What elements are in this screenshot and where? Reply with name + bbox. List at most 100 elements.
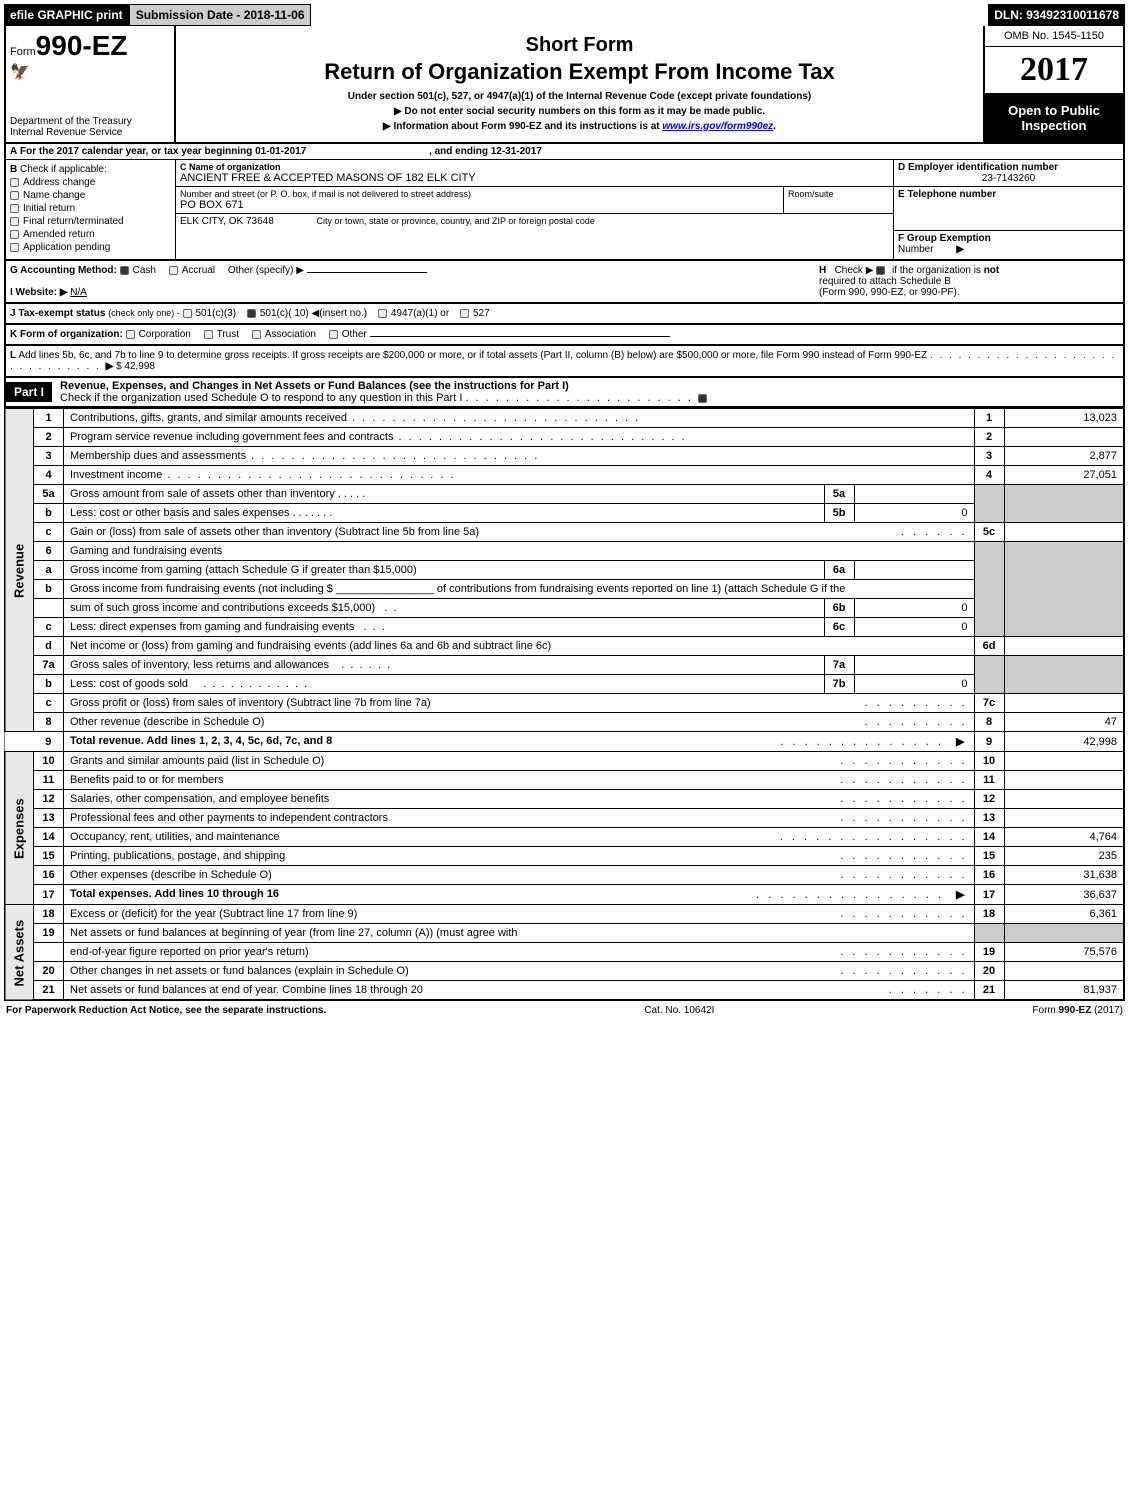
chk-schedule-o-part1[interactable] (698, 394, 707, 403)
f-label: F Group Exemption (898, 233, 991, 244)
open-public-l1: Open to Public (987, 103, 1121, 118)
g-cash: Cash (133, 265, 156, 276)
h-text2: required to attach Schedule B (819, 276, 951, 287)
chk-h[interactable] (876, 266, 885, 275)
h-text1: if the organization is (892, 265, 981, 276)
part-check-text: Check if the organization used Schedule … (60, 392, 462, 404)
c-addr-label: Number and street (or P. O. box, if mail… (180, 189, 779, 199)
website-value: N/A (70, 287, 87, 298)
form-prefix: Form (10, 46, 36, 58)
room-suite-label: Room/suite (783, 187, 893, 214)
table-row: 7aGross sales of inventory, less returns… (5, 656, 1124, 675)
net-assets-side-label: Net Assets (5, 905, 34, 1001)
open-to-public: Open to Public Inspection (985, 93, 1123, 142)
section-c: C Name of organization ANCIENT FREE & AC… (176, 160, 893, 259)
expenses-side-label: Expenses (5, 752, 34, 905)
section-text: Under section 501(c), 527, or 4947(a)(1)… (188, 91, 971, 102)
form-number: 990-EZ (36, 30, 128, 61)
irs-link[interactable]: www.irs.gov/form990ez (662, 121, 773, 132)
result-num: 1 (974, 409, 1004, 428)
dept-line2: Internal Revenue Service (10, 127, 170, 138)
chk-application-pending[interactable]: Application pending (10, 242, 171, 253)
i-label: I Website: ▶ (10, 287, 68, 298)
b-heading: Check if applicable: (20, 164, 107, 175)
title-short-form: Short Form (188, 34, 971, 57)
title-return-exempt: Return of Organization Exempt From Incom… (188, 59, 971, 85)
line-a-text: For the 2017 calendar year, or tax year … (20, 146, 306, 157)
footer-left: For Paperwork Reduction Act Notice, see … (6, 1005, 326, 1016)
chk-name-change[interactable]: Name change (10, 190, 171, 201)
table-row: 9Total revenue. Add lines 1, 2, 3, 4, 5c… (5, 732, 1124, 752)
gross-receipts-value: $ 42,998 (116, 361, 155, 372)
j-c10: 501(c)( 10) (260, 308, 309, 319)
g-accrual: Accrual (182, 265, 215, 276)
org-name: ANCIENT FREE & ACCEPTED MASONS OF 182 EL… (180, 172, 889, 184)
chk-accrual[interactable] (169, 266, 178, 275)
ein-value: 23-7143260 (898, 173, 1119, 184)
city-label: City or town, state or province, country… (317, 216, 595, 226)
j-insert: (insert no.) (319, 308, 367, 319)
table-row: Net Assets 18Excess or (deficit) for the… (5, 905, 1124, 924)
chk-trust[interactable] (204, 330, 213, 339)
arrow-text-2a: Information about Form 990-EZ and its in… (393, 121, 662, 132)
line-a: A For the 2017 calendar year, or tax yea… (4, 144, 1125, 160)
header-center: Short Form Return of Organization Exempt… (176, 26, 983, 142)
l-arrow-icon: ▶ (106, 361, 114, 372)
chk-initial-return[interactable]: Initial return (10, 203, 171, 214)
chk-527[interactable] (460, 309, 469, 318)
table-row: cGross profit or (loss) from sales of in… (5, 694, 1124, 713)
table-row: 5aGross amount from sale of assets other… (5, 485, 1124, 504)
chk-address-change[interactable]: Address change (10, 177, 171, 188)
table-row: Expenses 10Grants and similar amounts pa… (5, 752, 1124, 771)
d-label: D Employer identification number (898, 162, 1119, 173)
h-text3: (Form 990, 990-EZ, or 990-PF). (819, 287, 960, 298)
arrow-instruction-2: ▶ Information about Form 990-EZ and its … (188, 121, 971, 132)
tax-year: 2017 (985, 47, 1123, 93)
k-other-blank[interactable] (370, 336, 670, 337)
efile-badge: efile GRAPHIC print (4, 4, 129, 26)
j-c3: 501(c)(3) (196, 308, 237, 319)
section-b: B Check if applicable: Address change Na… (6, 160, 176, 259)
table-row: end-of-year figure reported on prior yea… (5, 943, 1124, 962)
table-row: bLess: cost or other basis and sales exp… (5, 504, 1124, 523)
table-row: 14Occupancy, rent, utilities, and mainte… (5, 828, 1124, 847)
part-badge: Part I (6, 382, 52, 402)
table-row: bGross income from fundraising events (n… (5, 580, 1124, 599)
letter-b: B (10, 164, 17, 175)
g-other-blank[interactable] (307, 272, 427, 273)
org-address: PO BOX 671 (180, 199, 779, 211)
g-label: G Accounting Method: (10, 265, 117, 276)
chk-corporation[interactable] (126, 330, 135, 339)
table-row: 12Salaries, other compensation, and empl… (5, 790, 1124, 809)
chk-amended-return[interactable]: Amended return (10, 229, 171, 240)
line-l: L Add lines 5b, 6c, and 7b to line 9 to … (4, 346, 1125, 378)
line-k: K Form of organization: Corporation Trus… (4, 325, 1125, 346)
chk-501c10[interactable] (247, 309, 256, 318)
table-row: 13Professional fees and other payments t… (5, 809, 1124, 828)
chk-501c3[interactable] (183, 309, 192, 318)
part-title-text: Revenue, Expenses, and Changes in Net As… (60, 380, 569, 392)
chk-association[interactable] (252, 330, 261, 339)
h-not: not (984, 265, 1000, 276)
table-row: cLess: direct expenses from gaming and f… (5, 618, 1124, 637)
dln-badge: DLN: 93492310011678 (988, 4, 1125, 26)
table-row: 8Other revenue (describe in Schedule O).… (5, 713, 1124, 732)
k-assoc: Association (265, 329, 316, 340)
result-val: 13,023 (1004, 409, 1124, 428)
arrow-text-1: Do not enter social security numbers on … (404, 106, 765, 117)
chk-4947[interactable] (378, 309, 387, 318)
chk-other-org[interactable] (329, 330, 338, 339)
table-row: 16Other expenses (describe in Schedule O… (5, 866, 1124, 885)
table-row: sum of such gross income and contributio… (5, 599, 1124, 618)
section-h: H Check ▶ if the organization is not req… (819, 265, 1119, 298)
table-row: 21Net assets or fund balances at end of … (5, 981, 1124, 1001)
j-small: (check only one) - (108, 308, 180, 318)
chk-final-return[interactable]: Final return/terminated (10, 216, 171, 227)
line-num: 1 (34, 409, 64, 428)
section-g: G Accounting Method: Cash Accrual Other … (10, 265, 427, 298)
table-row: 20Other changes in net assets or fund ba… (5, 962, 1124, 981)
open-public-l2: Inspection (987, 118, 1121, 133)
h-label: H (819, 265, 826, 276)
chk-cash[interactable] (120, 266, 129, 275)
block-bcdef: B Check if applicable: Address change Na… (4, 160, 1125, 261)
